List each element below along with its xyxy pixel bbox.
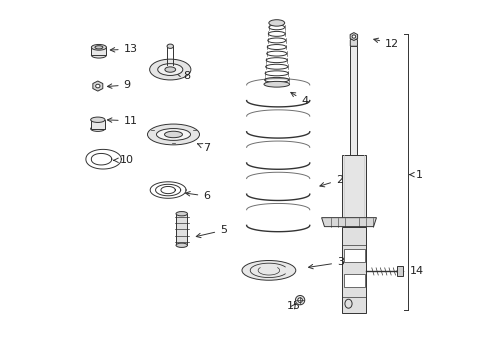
Bar [176,214,187,245]
Ellipse shape [95,46,102,49]
Polygon shape [349,33,357,41]
Ellipse shape [297,298,302,302]
Text: 10: 10 [114,155,134,165]
Polygon shape [321,218,376,226]
Ellipse shape [351,35,355,38]
Text: 8: 8 [176,71,190,81]
Text: 12: 12 [373,38,398,49]
Text: 14: 14 [395,266,423,276]
Bar [343,249,364,262]
Ellipse shape [96,84,100,88]
Text: 5: 5 [196,225,226,238]
Bar [90,120,105,129]
Text: 7: 7 [197,143,210,153]
Ellipse shape [176,212,187,216]
FancyBboxPatch shape [349,40,357,46]
Ellipse shape [147,124,199,145]
Polygon shape [93,81,102,91]
Ellipse shape [91,44,106,50]
Ellipse shape [90,126,105,131]
Ellipse shape [149,59,190,80]
Text: 9: 9 [107,80,130,90]
Bar [341,155,365,218]
Ellipse shape [268,20,284,26]
Ellipse shape [158,64,183,76]
Bar [396,266,403,276]
Ellipse shape [156,129,190,140]
Ellipse shape [164,67,175,72]
Ellipse shape [90,117,105,122]
Ellipse shape [295,296,304,305]
Ellipse shape [164,131,182,138]
Text: 3: 3 [308,257,344,269]
Bar [349,45,357,155]
Ellipse shape [264,81,289,87]
Text: 6: 6 [185,191,210,201]
Text: 4: 4 [290,93,307,106]
Text: 2: 2 [319,175,343,187]
Ellipse shape [91,52,106,58]
Ellipse shape [242,261,295,280]
Text: 11: 11 [107,116,137,126]
Bar [91,47,106,55]
Text: 1: 1 [409,170,422,180]
Bar [343,274,364,287]
Text: 15: 15 [286,301,300,311]
Text: 13: 13 [110,44,137,54]
Bar [341,226,366,313]
Ellipse shape [176,243,187,247]
Ellipse shape [167,44,173,48]
